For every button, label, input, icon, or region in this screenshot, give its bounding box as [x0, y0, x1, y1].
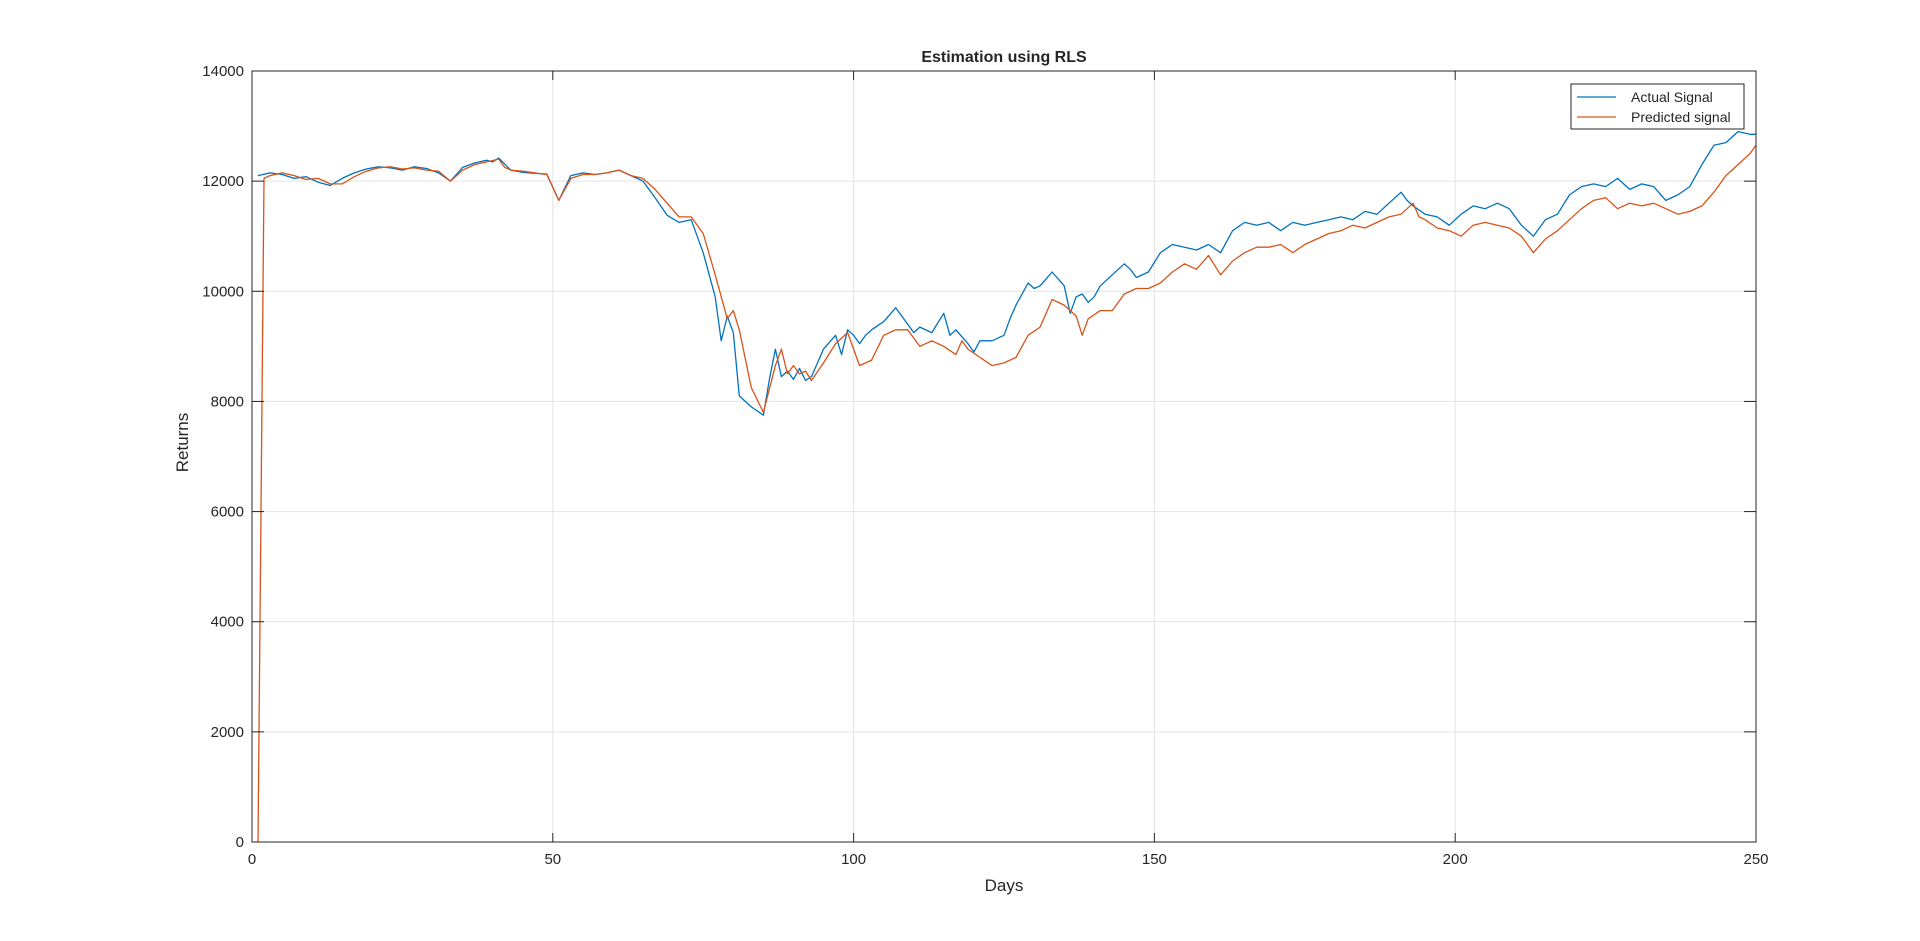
axis-ticks: 0 50 100 150 200 250 0 2000 4000 6000 8000 10000 120…	[202, 63, 1768, 868]
y-tick-label: 12000	[202, 173, 244, 190]
legend-label-1: Actual Signal	[1631, 89, 1713, 105]
series-line-2	[257, 144, 1757, 843]
y-tick-label: 4000	[211, 614, 244, 631]
y-tick-label: 10000	[202, 283, 244, 300]
legend: Actual Signal Predicted signal	[1570, 83, 1745, 130]
axes-box	[251, 70, 1757, 843]
chart-title: Estimation using RLS	[921, 49, 1087, 66]
legend-label-2: Predicted signal	[1631, 109, 1731, 125]
y-tick-label: 0	[236, 834, 244, 851]
x-tick-label: 50	[544, 851, 561, 868]
y-tick-label: 8000	[211, 393, 244, 410]
y-tick-label: 2000	[211, 724, 244, 741]
x-tick-label: 0	[248, 851, 256, 868]
plot-area	[257, 130, 1757, 843]
x-tick-label: 150	[1142, 851, 1167, 868]
x-tick-label: 200	[1443, 851, 1468, 868]
gridlines	[252, 71, 1756, 842]
y-axis-label: Returns	[173, 413, 192, 473]
y-tick-label: 6000	[211, 504, 244, 521]
legend-box	[1570, 83, 1745, 130]
x-axis-label: Days	[985, 876, 1024, 895]
x-tick-label: 100	[841, 851, 866, 868]
x-tick-label: 250	[1743, 851, 1768, 868]
y-tick-label: 14000	[202, 63, 244, 80]
